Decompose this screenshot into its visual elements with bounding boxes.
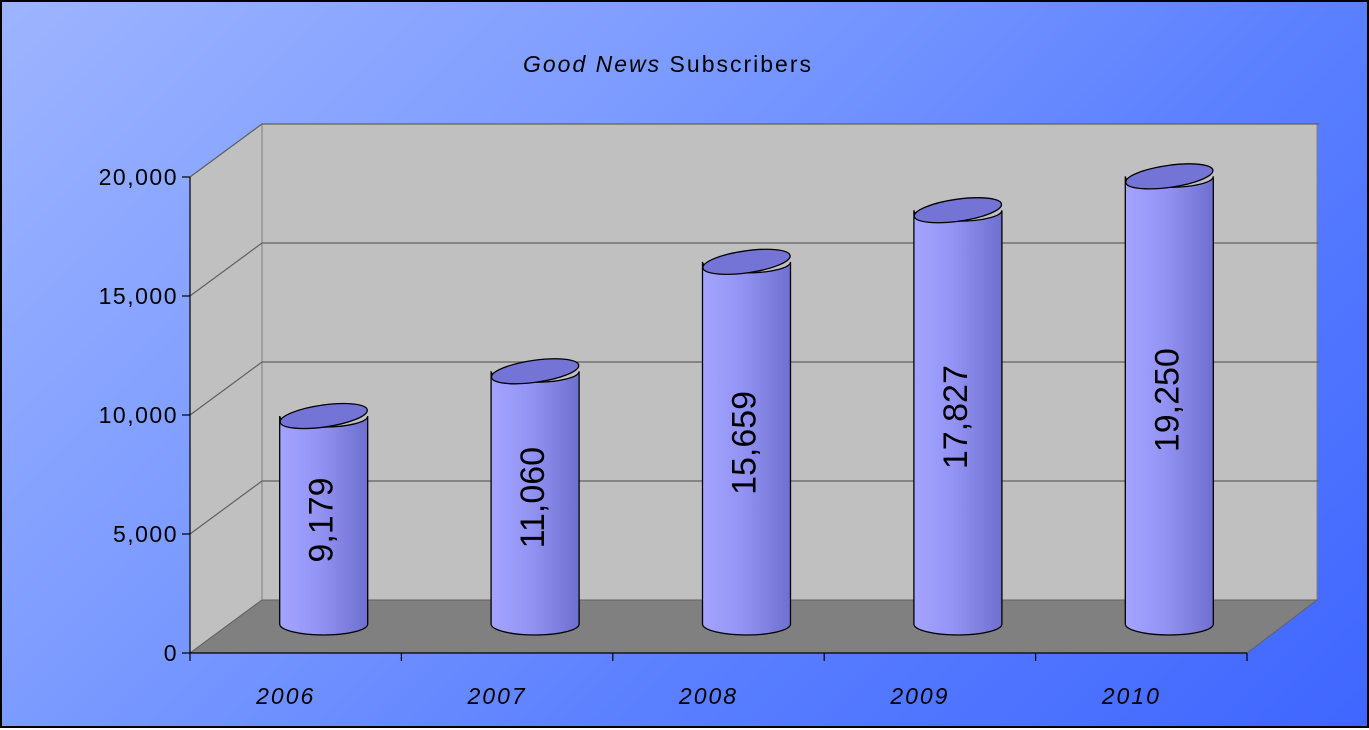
bar-2008 [701,248,792,636]
axes [182,176,1248,661]
bar-value-label: 19,250 [1148,348,1186,452]
y-tick-label: 20,000 [99,164,178,190]
x-tick-label: 2009 [889,683,949,709]
bar-value-label: 17,827 [937,365,975,469]
x-tick-label: 2007 [467,683,527,709]
bar-value-label: 15,659 [725,391,763,495]
x-axis-tick-labels: 2006 2007 2008 2009 2010 [255,683,1161,709]
x-tick-label: 2008 [678,683,738,709]
bars [279,163,1214,636]
bar-2009 [913,197,1003,636]
y-tick-label: 5,000 [113,521,178,547]
gridline [189,123,1319,178]
y-tick-label: 0 [164,640,178,666]
bar-value-label: 9,179 [303,477,341,562]
bar-value-labels: 9,179 11,060 15,659 17,827 19,250 [303,348,1187,562]
y-axis-tick-labels: 0 5,000 10,000 15,000 20,000 [99,164,178,666]
bar-2006 [279,402,369,636]
chart-title-italic-part: Good News [523,51,661,77]
x-tick-label: 2006 [255,683,315,709]
bar-2007 [490,358,580,636]
bar-value-label: 11,060 [514,447,552,548]
y-tick-label: 10,000 [99,402,178,428]
chart-title-plain-part: Subscribers [661,51,813,77]
bar-2010 [1124,163,1214,636]
chart-title: Good News Subscribers [523,51,813,77]
x-tick-label: 2010 [1101,683,1161,709]
y-tick-label: 15,000 [99,283,178,309]
